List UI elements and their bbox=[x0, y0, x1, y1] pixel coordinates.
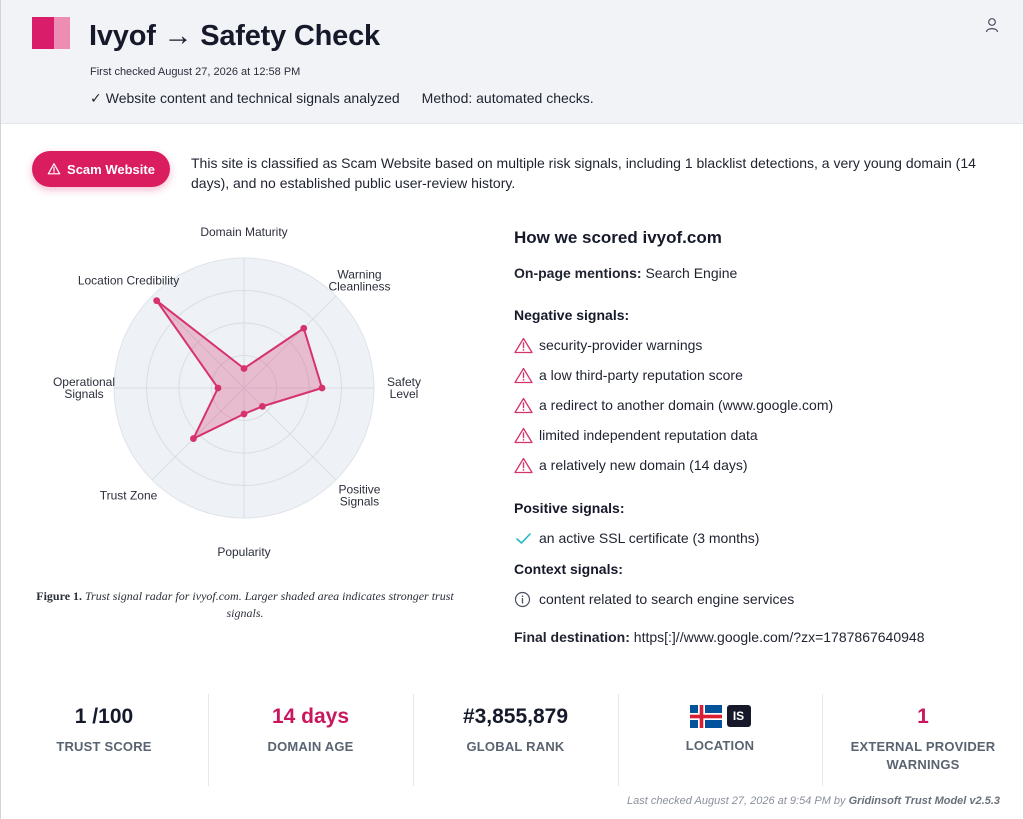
radar-point bbox=[190, 435, 197, 442]
verdict-summary: This site is classified as Scam Website … bbox=[191, 155, 976, 191]
location-label: LOCATION bbox=[685, 738, 755, 753]
radar-point bbox=[214, 384, 222, 392]
radar-axis-label: Domain Maturity bbox=[200, 225, 287, 239]
negative-signal-item: a redirect to another domain (www.google… bbox=[514, 395, 833, 415]
stat-divider bbox=[822, 694, 823, 786]
warnings-label: EXTERNAL PROVIDER WARNINGS bbox=[822, 738, 1024, 774]
stat-divider bbox=[208, 694, 209, 786]
analyzed-text: Website content and technical signals an… bbox=[105, 90, 400, 106]
footer-text: Last checked August 27, 2026 at 9:54 PM … bbox=[627, 795, 846, 807]
onpage-mentions: On-page mentions: Search Engine bbox=[514, 265, 737, 281]
negative-signal-text: limited independent reputation data bbox=[539, 427, 758, 443]
warnings-label-line2: WARNINGS bbox=[886, 757, 960, 772]
radar-point bbox=[240, 365, 248, 372]
radar-axis-label: Warning Cleanliness bbox=[328, 268, 390, 294]
stat-trust-score: 1 /100 TRUST SCORE bbox=[0, 694, 208, 786]
radar-point bbox=[300, 324, 308, 332]
warning-icon bbox=[47, 163, 61, 175]
trust-score-label: TRUST SCORE bbox=[56, 739, 152, 754]
stat-domain-age: 14 days DOMAIN AGE bbox=[208, 694, 413, 786]
radar-point bbox=[153, 297, 161, 305]
iceland-flag-icon bbox=[689, 704, 722, 728]
context-signal-text: content related to search engine service… bbox=[539, 591, 795, 607]
caption-text: Trust signal radar for ivyof.com. Larger… bbox=[85, 589, 454, 620]
caption-label: Figure 1. bbox=[36, 589, 83, 603]
verdict-label: Scam Website bbox=[67, 161, 155, 177]
stat-divider bbox=[618, 694, 619, 786]
figure-caption: Figure 1. Trust signal radar for ivyof.c… bbox=[30, 588, 460, 622]
negative-signal-text: a redirect to another domain (www.google… bbox=[539, 397, 834, 413]
warning-triangle-icon bbox=[514, 427, 533, 443]
scam-verdict-button[interactable]: Scam Website bbox=[32, 151, 170, 187]
radar-axis-label: Positive Signals bbox=[338, 482, 380, 508]
negative-signal-text: a low third-party reputation score bbox=[539, 367, 743, 383]
negative-signal-text: security-provider warnings bbox=[539, 337, 703, 353]
check-icon: ✓ bbox=[90, 90, 102, 106]
header: Ivyof → Safety Check First checked Augus… bbox=[1, 0, 1023, 124]
warnings-value: 1 bbox=[917, 705, 929, 728]
warning-triangle-icon bbox=[514, 367, 533, 383]
stat-location: IS LOCATION bbox=[618, 694, 822, 786]
final-destination-url: https[:]//www.google.com/?zx=17878676409… bbox=[633, 629, 925, 645]
negative-signal-item: limited independent reputation data bbox=[514, 425, 758, 445]
page-title: Ivyof → Safety Check bbox=[89, 20, 380, 52]
positive-signal-text: an active SSL certificate (3 months) bbox=[539, 530, 760, 546]
info-icon bbox=[514, 591, 531, 607]
analysis-line: ✓ Website content and technical signals a… bbox=[90, 90, 594, 107]
negative-signal-item: a relatively new domain (14 days) bbox=[514, 455, 748, 475]
first-checked-text: First checked August 27, 2026 at 12:58 P… bbox=[90, 66, 301, 78]
onpage-label: On-page mentions: bbox=[514, 265, 642, 281]
method-text: Method: automated checks. bbox=[421, 90, 594, 106]
radar-spoke bbox=[151, 295, 245, 389]
trust-score-value: 1 /100 bbox=[74, 705, 134, 728]
user-icon[interactable] bbox=[983, 16, 1001, 34]
warnings-label-line1: EXTERNAL PROVIDER bbox=[850, 739, 996, 754]
radar-spoke bbox=[243, 295, 337, 389]
warning-triangle-icon bbox=[514, 337, 533, 353]
radar-axis-label: Popularity bbox=[217, 545, 270, 559]
final-destination-label: Final destination: bbox=[514, 629, 630, 645]
radar-axis-label: Location Credibility bbox=[78, 274, 179, 288]
onpage-value: Search Engine bbox=[645, 265, 738, 281]
radar-axis-label: Safety Level bbox=[387, 375, 421, 401]
negative-signals-title: Negative signals: bbox=[514, 307, 630, 323]
radar-point bbox=[318, 384, 326, 392]
negative-signal-text: a relatively new domain (14 days) bbox=[539, 457, 748, 473]
radar-spoke bbox=[151, 387, 245, 481]
negative-signal-item: security-provider warnings bbox=[514, 335, 702, 355]
stat-divider bbox=[413, 694, 414, 786]
context-signals-title: Context signals: bbox=[514, 561, 623, 577]
stat-warnings: 1 EXTERNAL PROVIDER WARNINGS bbox=[822, 694, 1024, 786]
footer-model: Gridinsoft Trust Model v2.5.3 bbox=[848, 795, 1000, 807]
warning-triangle-icon bbox=[514, 397, 533, 413]
global-rank-value: #3,855,879 bbox=[462, 705, 569, 728]
positive-signal-item: an active SSL certificate (3 months) bbox=[514, 528, 759, 548]
radar-point bbox=[258, 402, 266, 410]
trust-radar-chart: Domain Maturity Warning Cleanliness Safety L… bbox=[53, 225, 421, 559]
stat-global-rank: #3,855,879 GLOBAL RANK bbox=[413, 694, 618, 786]
brand-logo bbox=[32, 17, 70, 49]
radar-axis-label: Operational Signals bbox=[53, 375, 115, 401]
negative-signal-item: a low third-party reputation score bbox=[514, 365, 743, 385]
last-checked-footer: Last checked August 27, 2026 at 9:54 PM … bbox=[627, 795, 1000, 807]
domain-age-label: DOMAIN AGE bbox=[267, 739, 354, 754]
radar-spoke bbox=[243, 387, 337, 481]
radar-axis-label: Trust Zone bbox=[100, 488, 158, 502]
global-rank-label: GLOBAL RANK bbox=[466, 739, 565, 754]
country-code-badge: IS bbox=[726, 705, 751, 727]
final-destination: Final destination: https[:]//www.google.… bbox=[514, 629, 924, 645]
context-signal-item: content related to search engine service… bbox=[514, 589, 794, 609]
domain-age-value: 14 days bbox=[271, 705, 350, 728]
warning-triangle-icon bbox=[514, 457, 533, 473]
radar-point bbox=[240, 410, 248, 418]
scoring-title: How we scored ivyof.com bbox=[514, 228, 722, 247]
checkmark-icon bbox=[516, 532, 531, 544]
positive-signals-title: Positive signals: bbox=[514, 500, 625, 516]
